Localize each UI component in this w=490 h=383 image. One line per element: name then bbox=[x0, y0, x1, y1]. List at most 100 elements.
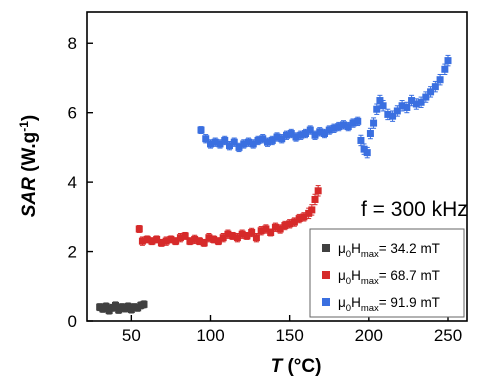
data-point bbox=[252, 234, 260, 242]
data-point bbox=[379, 102, 387, 110]
data-point bbox=[311, 195, 319, 203]
data-point bbox=[335, 123, 343, 131]
data-point bbox=[153, 235, 161, 243]
data-point bbox=[135, 225, 143, 233]
data-point bbox=[436, 76, 444, 84]
data-point bbox=[197, 126, 205, 134]
data-point bbox=[431, 83, 439, 91]
data-point bbox=[102, 302, 110, 310]
x-axis-ticks: 50 100 150 200 250 bbox=[122, 315, 462, 345]
data-point bbox=[224, 230, 232, 238]
data-point bbox=[221, 136, 229, 144]
data-point bbox=[403, 103, 411, 111]
data-point bbox=[143, 235, 151, 243]
data-point bbox=[314, 187, 322, 195]
data-point bbox=[257, 227, 265, 235]
data-point bbox=[240, 140, 248, 148]
data-point bbox=[354, 117, 362, 125]
data-point bbox=[306, 126, 314, 134]
data-point bbox=[172, 237, 180, 245]
data-point bbox=[207, 140, 214, 148]
legend-label: μ0Hmax= 91.9 mT bbox=[338, 295, 440, 314]
y-axis-title-symbol: SAR bbox=[19, 177, 40, 217]
data-point bbox=[427, 88, 435, 96]
data-point bbox=[290, 218, 298, 226]
legend-label: μ0Hmax= 68.7 mT bbox=[338, 268, 440, 287]
data-point bbox=[191, 235, 199, 243]
x-axis-title-unit: (°C) bbox=[282, 356, 321, 377]
data-point bbox=[297, 131, 305, 139]
data-point bbox=[366, 130, 374, 138]
data-point bbox=[295, 215, 303, 223]
legend-label: μ0Hmax= 34.2 mT bbox=[338, 241, 440, 260]
y-axis-title-unit: (W.g bbox=[19, 132, 40, 177]
data-point bbox=[254, 136, 262, 144]
data-point bbox=[214, 237, 222, 245]
data-point bbox=[138, 237, 146, 245]
y-tick-label: 0 bbox=[68, 312, 77, 331]
data-point bbox=[311, 131, 319, 139]
data-series-layer bbox=[96, 54, 452, 315]
data-point bbox=[281, 222, 289, 230]
y-axis-title: SAR (W.g-1) bbox=[17, 115, 40, 218]
legend-marker bbox=[322, 244, 330, 252]
data-point bbox=[308, 206, 316, 214]
data-point bbox=[268, 136, 276, 144]
data-point bbox=[229, 232, 237, 240]
data-point bbox=[233, 234, 241, 242]
y-tick-label: 4 bbox=[68, 173, 77, 192]
x-tick-label: 200 bbox=[355, 326, 383, 345]
data-point bbox=[202, 135, 210, 143]
svg-text:T (°C): T (°C) bbox=[271, 356, 322, 377]
data-point bbox=[248, 228, 256, 236]
data-point bbox=[243, 232, 251, 240]
data-point bbox=[300, 213, 308, 221]
x-axis-title-symbol: T bbox=[271, 356, 284, 377]
data-point bbox=[384, 110, 392, 118]
data-point bbox=[363, 149, 371, 157]
data-point bbox=[186, 237, 194, 245]
data-point bbox=[230, 138, 238, 146]
data-point bbox=[259, 135, 267, 143]
data-point bbox=[216, 140, 224, 148]
x-axis-title: T (°C) bbox=[271, 356, 322, 377]
data-point bbox=[276, 225, 284, 233]
data-point bbox=[273, 133, 281, 141]
data-point bbox=[330, 124, 338, 132]
series-2 bbox=[135, 185, 322, 247]
series-3 bbox=[197, 54, 452, 159]
data-point bbox=[373, 105, 381, 113]
x-tick-label: 100 bbox=[196, 326, 224, 345]
data-point bbox=[262, 225, 270, 233]
data-point bbox=[321, 130, 328, 138]
y-axis-ticks: 0 2 4 6 8 bbox=[68, 34, 93, 331]
svg-text:SAR (W.g-1): SAR (W.g-1) bbox=[17, 115, 40, 218]
data-point bbox=[249, 140, 257, 148]
data-point bbox=[370, 119, 378, 127]
data-point bbox=[157, 239, 165, 247]
data-point bbox=[176, 234, 184, 242]
data-point bbox=[292, 133, 300, 141]
data-point bbox=[340, 121, 347, 129]
data-point bbox=[271, 223, 279, 231]
legend-marker bbox=[322, 298, 330, 306]
data-point bbox=[302, 130, 309, 138]
data-point bbox=[349, 119, 357, 127]
x-tick-label: 50 bbox=[122, 326, 141, 345]
plot-frame bbox=[86, 11, 468, 322]
data-point bbox=[357, 136, 365, 144]
data-point bbox=[148, 237, 156, 245]
data-point bbox=[238, 230, 246, 238]
data-point bbox=[167, 235, 175, 243]
data-point bbox=[205, 234, 213, 242]
data-point bbox=[219, 234, 227, 242]
x-tick-label: 250 bbox=[434, 326, 462, 345]
data-point bbox=[376, 97, 384, 105]
data-point bbox=[162, 237, 170, 245]
data-point bbox=[211, 138, 219, 146]
frequency-annotation: f = 300 kHz bbox=[361, 198, 468, 221]
data-point bbox=[441, 65, 449, 73]
data-point bbox=[235, 143, 243, 151]
data-point bbox=[278, 135, 286, 143]
